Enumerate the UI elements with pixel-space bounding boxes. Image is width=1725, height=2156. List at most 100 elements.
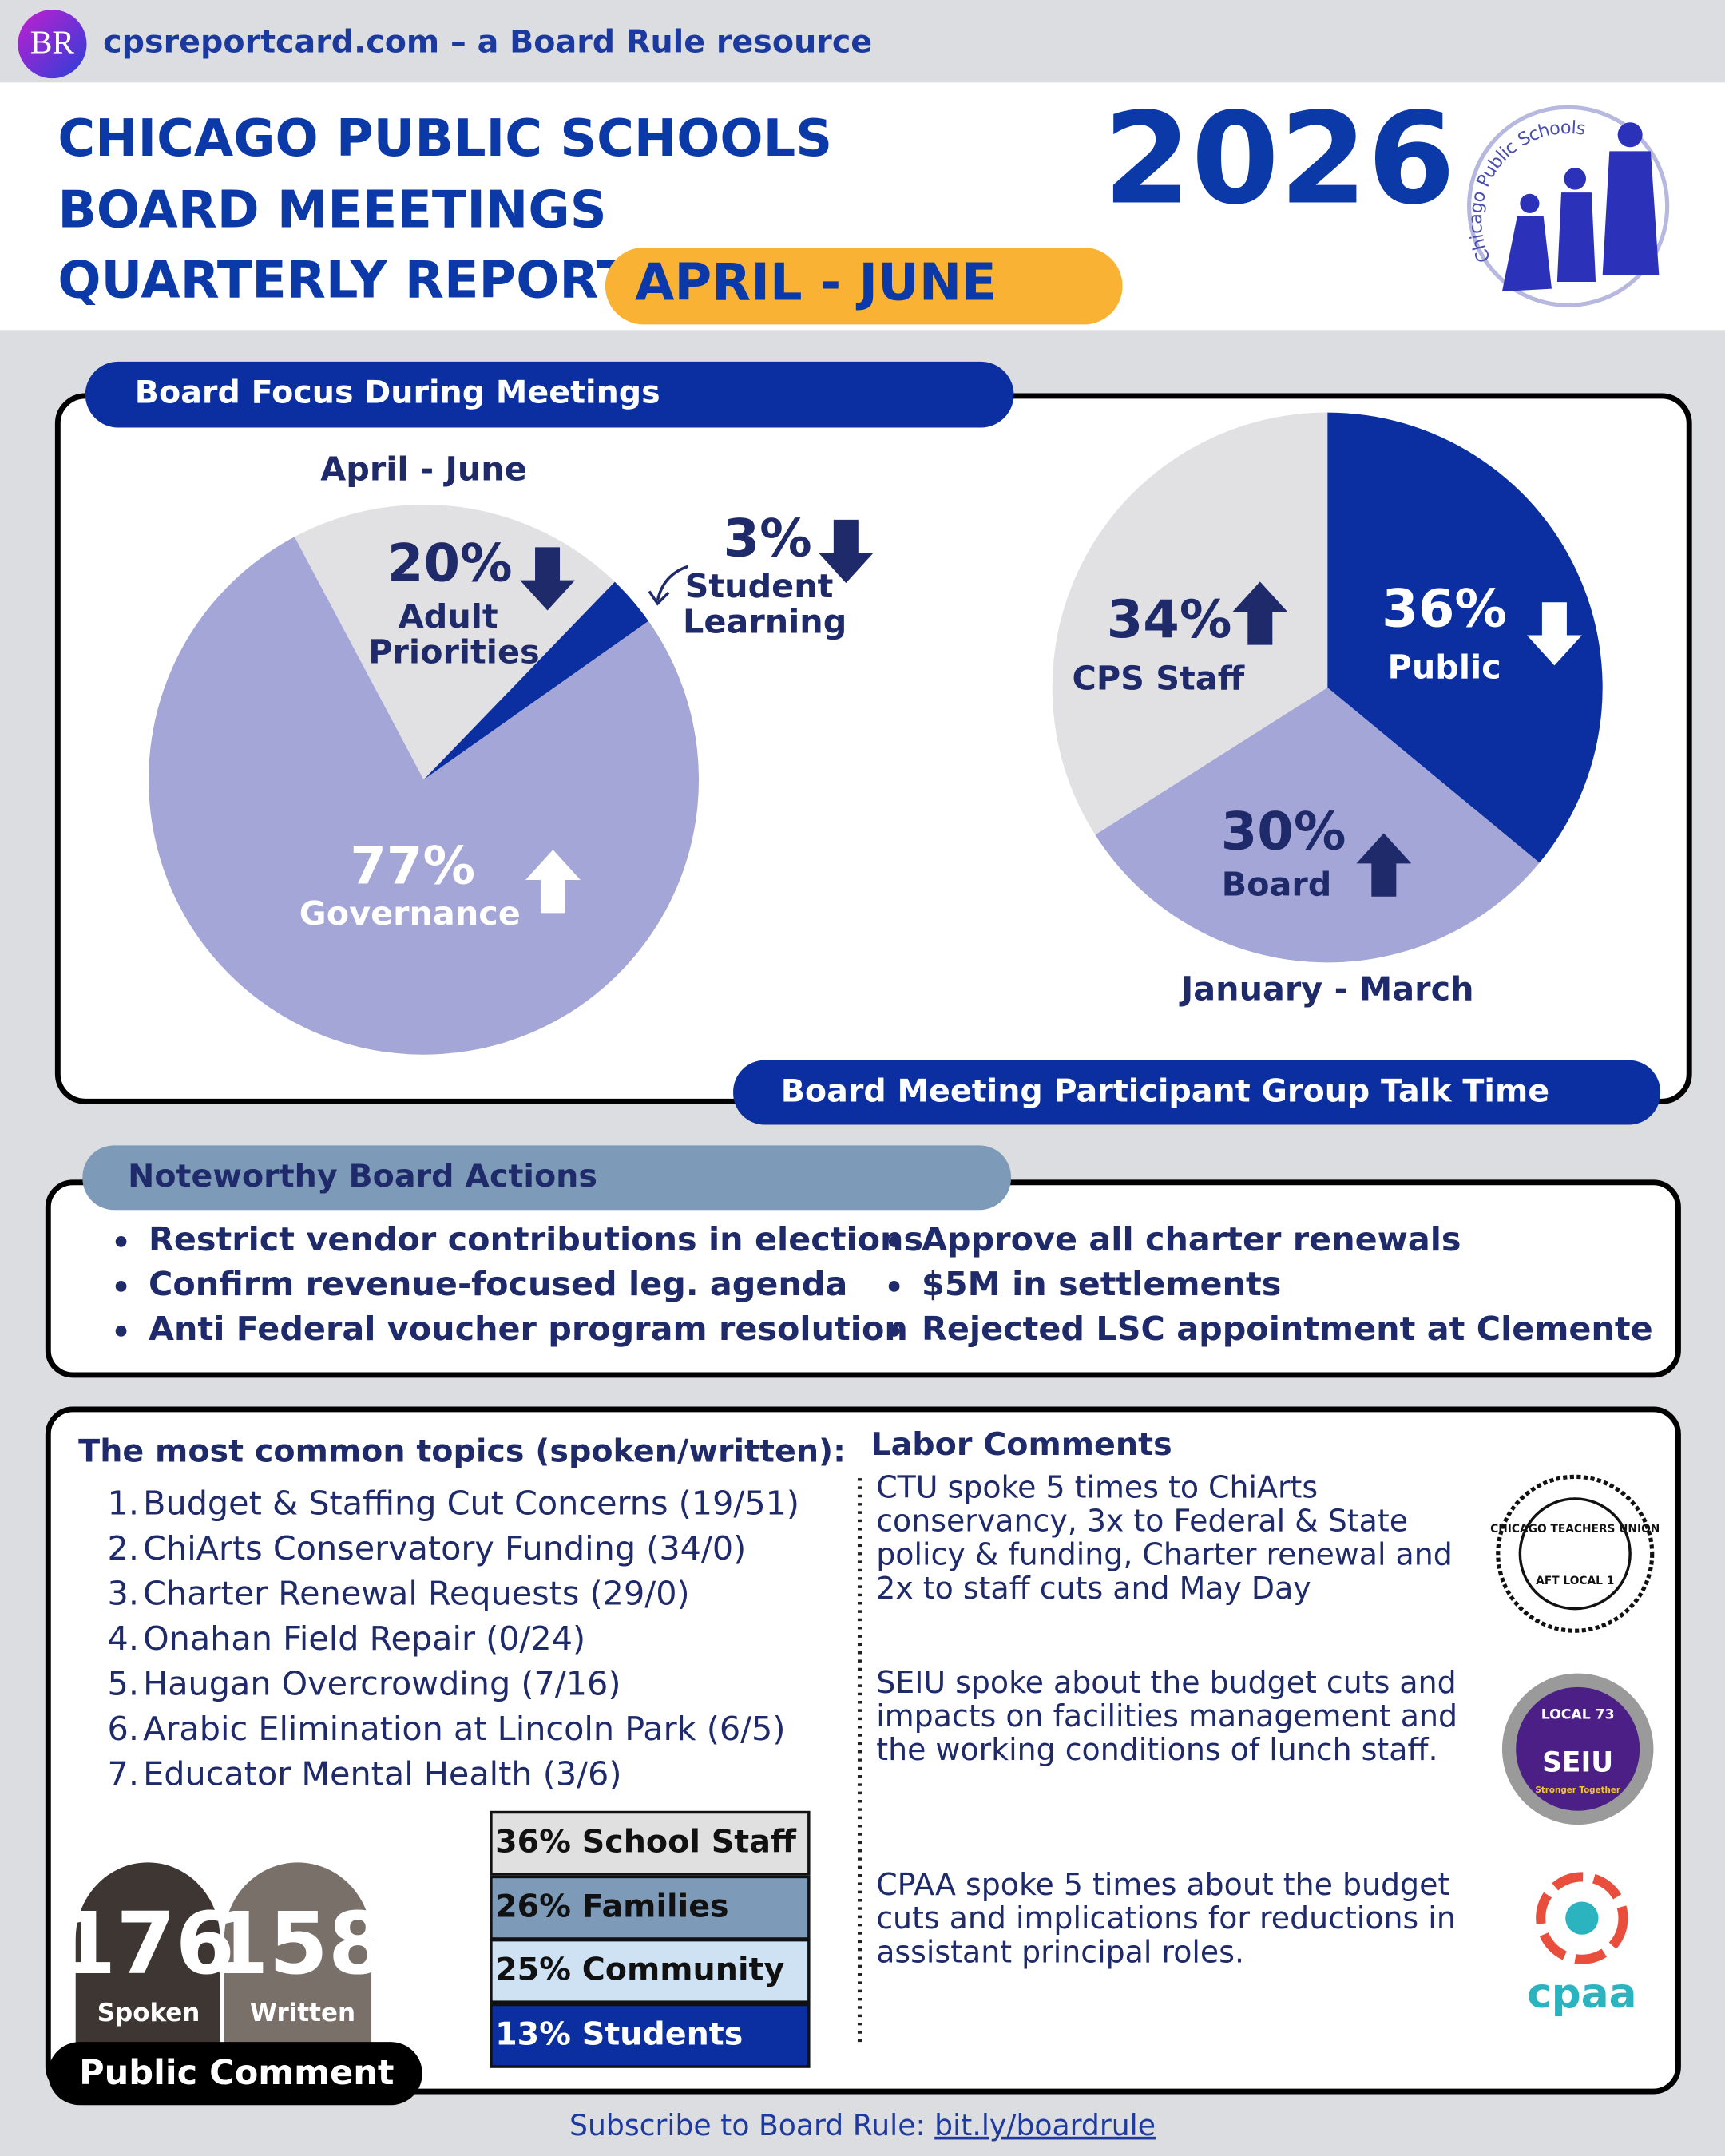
focus-banner <box>85 361 1014 428</box>
slice-label: Public <box>1388 648 1501 687</box>
actions-title: Noteworthy Board Actions <box>128 1158 597 1195</box>
action-item: Confirm revenue-focused leg. agenda <box>149 1265 847 1303</box>
pie-slice <box>1327 412 1603 863</box>
topic-number: 7. <box>108 1754 139 1793</box>
topic-text: Charter Renewal Requests (29/0) <box>143 1574 689 1612</box>
bullet <box>115 1325 127 1337</box>
group-box <box>490 1938 811 2003</box>
seiu-logo-inner <box>1516 1686 1640 1811</box>
slice-label: CPS Staff <box>1072 659 1244 697</box>
labor-line: CPAA spoke 5 times about the budget <box>876 1867 1449 1902</box>
footer-text: Subscribe to Board Rule: <box>569 2108 926 2142</box>
group-label: 25% Community <box>495 1952 784 1988</box>
topic-text: Onahan Field Repair (0/24) <box>143 1619 585 1658</box>
title-line: CHICAGO PUBLIC SCHOOLS <box>58 109 832 168</box>
slice-label: Governance <box>299 894 521 933</box>
logo-text: SEIU <box>1542 1747 1613 1779</box>
logo-text: LOCAL 73 <box>1541 1706 1615 1722</box>
labor-line: assistant principal roles. <box>876 1934 1244 1969</box>
action-item: Restrict vendor contributions in electio… <box>149 1220 923 1258</box>
value-label: 3% <box>724 509 812 569</box>
site: cpsreportcard.com – a Board Rule resourc… <box>103 24 872 61</box>
action-item: $5M in settlements <box>922 1265 1281 1303</box>
slice-label-line: Learning <box>683 603 847 641</box>
action-item: Approve all charter renewals <box>922 1220 1461 1258</box>
br-logo-text: BR <box>30 23 75 60</box>
spoken-count: 176 <box>57 1895 235 1994</box>
cps-logo-ring <box>1467 105 1670 307</box>
topic-text: Haugan Overcrowding (7/16) <box>143 1664 621 1702</box>
value-label: 30% <box>1221 801 1346 862</box>
year: 2026 <box>1103 86 1455 233</box>
ctu-logo-ring <box>1518 1497 1632 1611</box>
pie-title: January - March <box>1179 970 1474 1009</box>
labor-line: SEIU spoke about the budget cuts and <box>876 1665 1456 1700</box>
pie-slice <box>294 504 615 780</box>
labor-line: cuts and implications for reductions in <box>876 1900 1456 1936</box>
public-comment-title: Public Comment <box>79 2053 394 2093</box>
br-logo <box>18 10 87 79</box>
public-comment-pill <box>48 2042 422 2106</box>
group-box <box>490 2003 811 2068</box>
labor-line: the working conditions of lunch staff. <box>876 1732 1438 1767</box>
slice-label: Board <box>1222 866 1332 904</box>
topic-text: Budget & Staffing Cut Concerns (19/51) <box>143 1484 799 1523</box>
slice-label-line: Priorities <box>368 633 539 672</box>
talk-banner <box>733 1060 1661 1125</box>
cpaa-logo-center <box>1565 1901 1599 1935</box>
group-box <box>490 1810 811 1876</box>
labor-line: conservancy, 3x to Federal & State <box>876 1504 1408 1539</box>
actions-banner <box>82 1145 1012 1211</box>
comments-panel <box>45 1406 1681 2095</box>
slice-label: Student Learning <box>683 567 847 641</box>
spoken-label: Spoken <box>97 1999 200 2027</box>
cps-logo-figures <box>1501 122 1660 292</box>
topic-number: 5. <box>108 1664 139 1702</box>
topic-number: 3. <box>108 1574 139 1612</box>
topics-title: The most common topics (spoken/written): <box>78 1433 846 1470</box>
trend-arrow <box>1356 833 1412 897</box>
slice-label: Adult Priorities <box>368 597 539 672</box>
value-label: 36% <box>1382 578 1507 639</box>
topic-text: Arabic Elimination at Lincoln Park (6/5) <box>143 1710 785 1748</box>
footer: Subscribe to Board Rule: bit.ly/boardrul… <box>569 2108 1156 2142</box>
bullet <box>115 1236 127 1247</box>
logo-text: cpaa <box>1527 1970 1636 2018</box>
slice-label-line: Adult <box>399 597 510 636</box>
written-stone <box>224 1862 372 2070</box>
labor-line: 2x to staff cuts and May Day <box>876 1571 1311 1606</box>
pie-slice <box>1095 687 1540 963</box>
group-label: 36% School Staff <box>495 1824 797 1861</box>
written-label: Written <box>250 1999 355 2027</box>
labor-title: Labor Comments <box>870 1426 1172 1463</box>
cpaa-logo <box>1536 1872 1628 1964</box>
pie-slice <box>149 537 700 1055</box>
pie-title: April - June <box>320 450 527 489</box>
trend-arrow <box>1526 602 1582 666</box>
labor-line: CTU spoke 5 times to ChiArts <box>876 1469 1318 1504</box>
labor-line: policy & funding, Charter renewal and <box>876 1537 1453 1572</box>
value-label: 20% <box>387 533 513 594</box>
written-count: 158 <box>209 1895 387 1994</box>
action-item: Rejected LSC appointment at Clemente <box>922 1310 1653 1348</box>
labor-line: impacts on facilities management and <box>876 1698 1457 1734</box>
footer-link[interactable]: bit.ly/boardrule <box>934 2108 1156 2142</box>
topic-text: Educator Mental Health (3/6) <box>143 1754 621 1793</box>
trend-arrow <box>1232 581 1288 645</box>
bullet <box>888 1236 900 1247</box>
spoken-stone <box>75 1862 220 2070</box>
topic-number: 1. <box>108 1484 139 1523</box>
value-label: 34% <box>1107 589 1232 650</box>
logo-text: CHICAGO TEACHERS UNION <box>1490 1523 1660 1536</box>
topic-number: 4. <box>108 1619 139 1658</box>
trend-arrow <box>525 850 581 914</box>
logo-text: AFT LOCAL 1 <box>1536 1575 1614 1587</box>
topic-text: ChiArts Conservatory Funding (34/0) <box>143 1529 746 1567</box>
title-line: BOARD MEEETINGS <box>58 180 606 240</box>
pie-slice <box>423 581 649 780</box>
slice-label-line: Student <box>685 567 845 605</box>
title-line: QUARTERLY REPORT <box>58 251 631 310</box>
pie-slice <box>1052 412 1328 835</box>
